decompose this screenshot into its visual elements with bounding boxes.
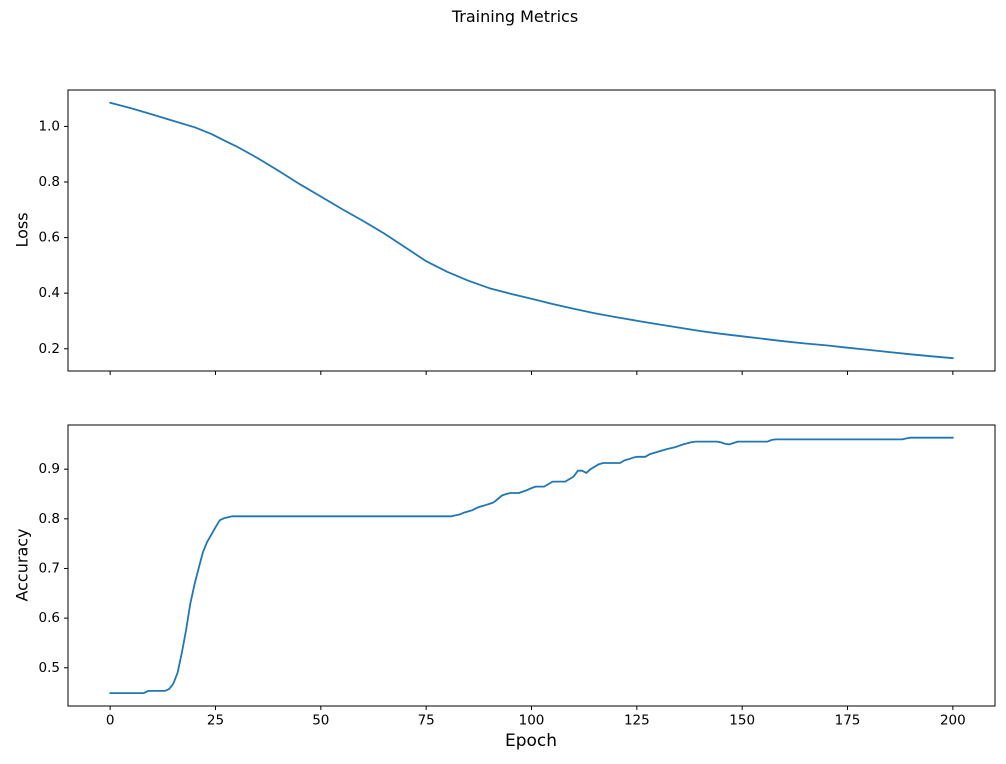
x-tick-label: 175 — [835, 713, 861, 729]
epoch-x-axis-label: Epoch — [504, 731, 558, 751]
y-tick-label: 0.5 — [39, 660, 60, 676]
y-tick-label: 0.4 — [39, 285, 60, 301]
y-tick-label: 0.2 — [39, 341, 60, 357]
x-tick-label: 25 — [207, 713, 224, 729]
x-tick-label: 75 — [418, 713, 435, 729]
x-tick-label: 50 — [312, 713, 329, 729]
accuracy-spines — [67, 424, 996, 707]
y-tick-label: 0.6 — [39, 610, 60, 626]
y-tick-label: 1.0 — [39, 118, 60, 134]
x-tick-label: 0 — [106, 713, 115, 729]
y-tick-label: 0.8 — [39, 174, 60, 190]
y-tick-label: 0.6 — [39, 230, 60, 246]
figure-title: Training Metrics — [451, 7, 579, 26]
y-tick-label: 0.9 — [39, 461, 60, 477]
loss-axes: 0.2 0.4 0.6 0.8 1.0 — [39, 89, 996, 375]
x-tick-label: 100 — [519, 713, 545, 729]
accuracy-axes: 0 25 50 75 100 125 150 175 200 0.5 0.6 0.7 0.8 0.9 — [39, 424, 996, 729]
x-tick-label: 150 — [729, 713, 755, 729]
loss-line — [109, 101, 954, 360]
y-tick-label: 0.7 — [39, 560, 60, 576]
x-tick-label: 200 — [940, 713, 966, 729]
y-tick-label: 0.8 — [39, 511, 60, 527]
accuracy-line — [109, 436, 954, 694]
x-tick-label: 125 — [624, 713, 650, 729]
